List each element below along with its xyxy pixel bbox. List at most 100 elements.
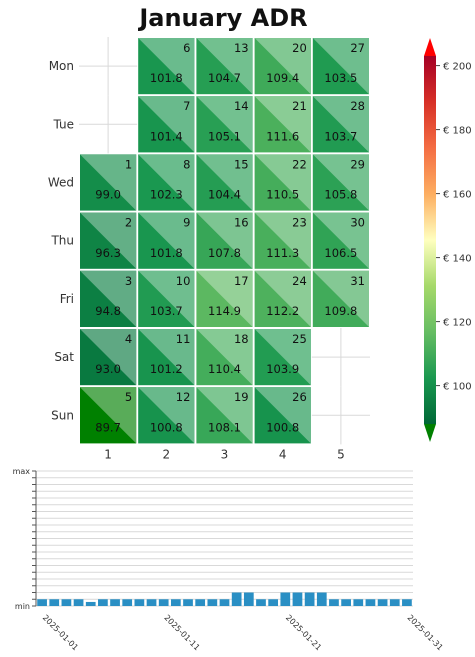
cell-day-number: 8 <box>183 157 190 171</box>
x-tick-label: 2025-01-11 <box>162 613 201 652</box>
cell-value-label: 93.0 <box>95 362 121 376</box>
cell-day-number: 21 <box>292 99 307 113</box>
heatmap-cell-triangle <box>254 270 311 327</box>
cell-day-number: 22 <box>292 157 307 171</box>
cell-day-number: 3 <box>125 274 132 288</box>
cell-day-number: 19 <box>234 390 249 404</box>
cell-value-label: 101.8 <box>150 246 183 260</box>
heatmap-cell-triangle <box>138 38 195 95</box>
heatmap-cell-triangle <box>196 96 253 153</box>
cell-value-label: 103.7 <box>150 304 183 318</box>
column-label-5: 5 <box>337 447 345 461</box>
cell-value-label: 106.5 <box>324 246 357 260</box>
daily-bar <box>292 592 303 606</box>
daily-bar <box>341 599 351 606</box>
column-label-3: 3 <box>221 447 229 461</box>
heatmap-cell-triangle <box>80 270 137 327</box>
heatmap-cell-triangle <box>80 387 137 444</box>
cell-value-label: 110.4 <box>208 362 241 376</box>
daily-bar <box>207 599 218 606</box>
heatmap-cell-triangle <box>312 154 369 211</box>
column-label-4: 4 <box>279 447 287 461</box>
heatmap-cell-triangle <box>196 154 253 211</box>
cell-value-label: 111.6 <box>266 129 299 143</box>
daily-bar <box>110 599 120 606</box>
cell-day-number: 16 <box>234 216 249 230</box>
daily-bar <box>98 599 108 606</box>
colorbar-tick-label: € 120 <box>443 318 472 329</box>
heatmap-cell-triangle <box>254 212 311 269</box>
heatmap-cell-triangle <box>254 154 311 211</box>
row-label-tue: Tue <box>53 117 75 131</box>
cell-day-number: 24 <box>292 274 307 288</box>
column-label-2: 2 <box>162 447 170 461</box>
cell-value-label: 110.5 <box>266 188 299 202</box>
row-label-sat: Sat <box>54 350 74 364</box>
cell-day-number: 9 <box>183 216 190 230</box>
heatmap-cell-triangle <box>254 329 311 386</box>
x-tick-label: 2025-01-31 <box>406 613 445 652</box>
cell-value-label: 104.7 <box>208 71 241 85</box>
daily-bar <box>134 599 145 606</box>
cell-day-number: 2 <box>125 216 132 230</box>
row-label-wed: Wed <box>48 176 74 190</box>
cell-value-label: 105.1 <box>208 129 241 143</box>
cell-day-number: 6 <box>183 41 190 55</box>
daily-bar <box>377 599 388 606</box>
cell-day-number: 17 <box>234 274 249 288</box>
colorbar-tick-label: € 140 <box>443 254 472 265</box>
heatmap-cell-triangle <box>254 387 311 444</box>
cell-value-label: 112.2 <box>266 304 299 318</box>
daily-bar <box>280 592 291 606</box>
daily-bar <box>73 599 84 606</box>
heatmap-cell-triangle <box>138 387 195 444</box>
colorbar-tick-label: € 100 <box>443 382 472 393</box>
colorbar-gradient <box>424 56 436 424</box>
x-tick-label: 2025-01-01 <box>41 613 80 652</box>
column-label-1: 1 <box>104 447 112 461</box>
heatmap-cell-triangle <box>196 38 253 95</box>
cell-day-number: 15 <box>234 157 249 171</box>
cell-value-label: 104.4 <box>208 188 241 202</box>
daily-bar <box>389 599 400 606</box>
cell-value-label: 111.3 <box>266 246 299 260</box>
cell-value-label: 101.2 <box>150 362 183 376</box>
cell-day-number: 31 <box>350 274 365 288</box>
cell-day-number: 11 <box>176 332 191 346</box>
y-tick-label-max: max <box>13 467 31 476</box>
daily-bar <box>183 599 193 606</box>
cell-day-number: 26 <box>292 390 307 404</box>
heatmap-cell-triangle <box>196 329 253 386</box>
cell-value-label: 103.5 <box>324 71 357 85</box>
daily-bar <box>329 599 339 606</box>
cell-day-number: 10 <box>176 274 191 288</box>
colorbar: € 100 € 120 € 140 € 160 € 180 € 200 <box>424 38 472 442</box>
cell-day-number: 28 <box>350 99 365 113</box>
y-tick-label-min: min <box>15 602 30 611</box>
cell-value-label: 109.4 <box>266 71 299 85</box>
row-label-mon: Mon <box>49 59 74 73</box>
cell-day-number: 18 <box>234 332 249 346</box>
heatmap-cell-triangle <box>196 270 253 327</box>
row-label-sun: Sun <box>51 408 74 422</box>
cell-value-label: 114.9 <box>208 304 241 318</box>
heatmap-cell-triangle <box>196 387 253 444</box>
cell-day-number: 4 <box>125 332 132 346</box>
daily-bar <box>146 599 157 606</box>
colorbar-tick-label: € 160 <box>443 190 472 201</box>
cell-day-number: 13 <box>234 41 249 55</box>
cell-value-label: 109.8 <box>324 304 357 318</box>
cell-value-label: 100.8 <box>150 420 183 434</box>
heatmap-cell-triangle <box>138 329 195 386</box>
x-tick-label: 2025-01-21 <box>284 613 323 652</box>
daily-bar <box>353 599 364 606</box>
daily-bar <box>304 592 315 606</box>
heatmap-cell-triangle <box>196 212 253 269</box>
heatmap-cell-triangle <box>312 212 369 269</box>
daily-bar <box>37 599 47 606</box>
cell-value-label: 108.1 <box>208 420 241 434</box>
heatmap-cell-triangle <box>80 329 137 386</box>
heatmap-cell-triangle <box>254 38 311 95</box>
cell-value-label: 105.8 <box>324 188 357 202</box>
